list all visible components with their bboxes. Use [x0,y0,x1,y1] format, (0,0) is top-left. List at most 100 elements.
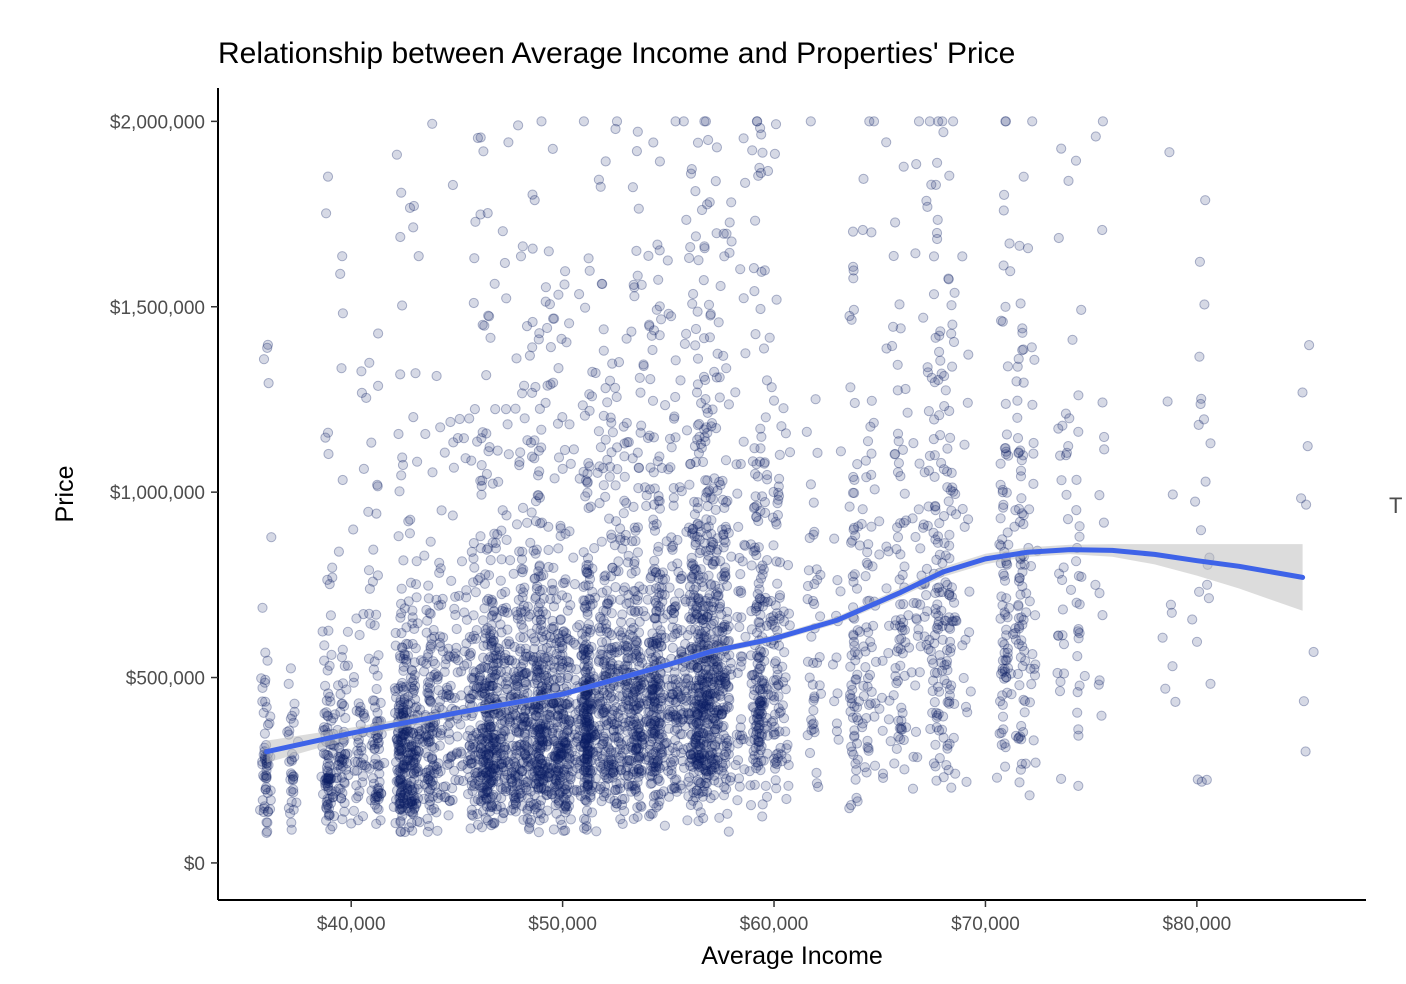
data-point [934,410,945,421]
data-point [534,561,545,572]
data-point [496,525,507,536]
data-point [735,264,746,275]
data-point [740,348,751,359]
data-point [662,255,673,266]
data-point [809,526,820,537]
data-point [947,361,958,372]
data-point [395,612,406,623]
data-point [998,724,1009,735]
data-point [888,321,899,332]
data-point [537,584,548,595]
data-point [521,321,533,332]
data-point [619,582,631,593]
data-point [655,602,666,613]
data-point [1053,630,1064,641]
data-point [337,474,348,486]
data-point [533,334,544,345]
data-point [412,456,423,467]
data-point [641,490,652,501]
data-point [633,627,645,638]
data-point [673,689,684,700]
data-point [285,713,296,724]
data-point [339,660,350,672]
data-point [519,582,530,593]
data-point [396,187,407,198]
data-point [399,787,410,799]
data-point [620,744,631,755]
data-point [732,795,743,806]
data-point [634,581,645,592]
data-point [610,123,621,135]
data-point [472,436,483,447]
data-point [410,579,422,590]
data-point [802,594,813,605]
data-point [938,127,949,138]
data-point [751,459,762,470]
data-point [535,718,546,730]
data-point [733,773,745,784]
data-point [611,731,622,742]
data-point [848,630,859,641]
data-point [944,405,955,417]
data-point [676,747,687,759]
data-point [485,721,496,732]
data-point [692,744,703,755]
data-point [568,444,580,455]
data-point [600,156,611,167]
data-point [603,718,614,729]
data-point [636,693,647,704]
data-point [764,332,775,343]
data-point [664,745,675,756]
data-point [395,752,406,763]
data-point [545,342,557,353]
data-point [769,148,781,159]
data-point [393,683,404,694]
data-point [453,775,465,786]
data-point [517,592,528,603]
data-point [938,732,949,743]
data-point [565,635,576,646]
data-point [892,359,903,370]
data-point [656,629,667,640]
data-point [686,644,698,655]
data-point [536,758,547,769]
data-point [580,789,591,800]
data-point [935,355,946,366]
data-point [1065,584,1077,596]
data-point [434,557,445,568]
data-point [948,486,959,497]
data-point [266,532,277,543]
data-point [716,709,727,720]
data-point [669,411,680,422]
data-point [399,799,410,810]
data-point [663,308,674,319]
data-point [525,537,536,548]
data-point [896,724,907,735]
data-point [863,539,874,550]
data-point [1304,340,1315,351]
data-point [447,179,458,191]
data-point [327,821,338,832]
data-point [1099,444,1110,455]
data-point [705,580,716,591]
data-point [391,776,402,787]
data-point [1097,224,1108,236]
data-point [622,660,633,672]
data-point [852,459,863,470]
data-point [562,605,573,616]
data-point [944,738,955,749]
data-point [529,643,540,654]
data-point [512,741,523,753]
data-point [548,377,559,388]
data-point [678,714,689,725]
data-point [511,353,522,364]
data-point [699,678,710,689]
data-point [847,226,859,237]
data-point [1060,408,1072,419]
data-point [717,705,729,716]
data-point [576,694,588,705]
data-point [321,695,332,706]
data-point [892,467,904,478]
data-point [960,701,972,713]
data-point [623,437,634,448]
